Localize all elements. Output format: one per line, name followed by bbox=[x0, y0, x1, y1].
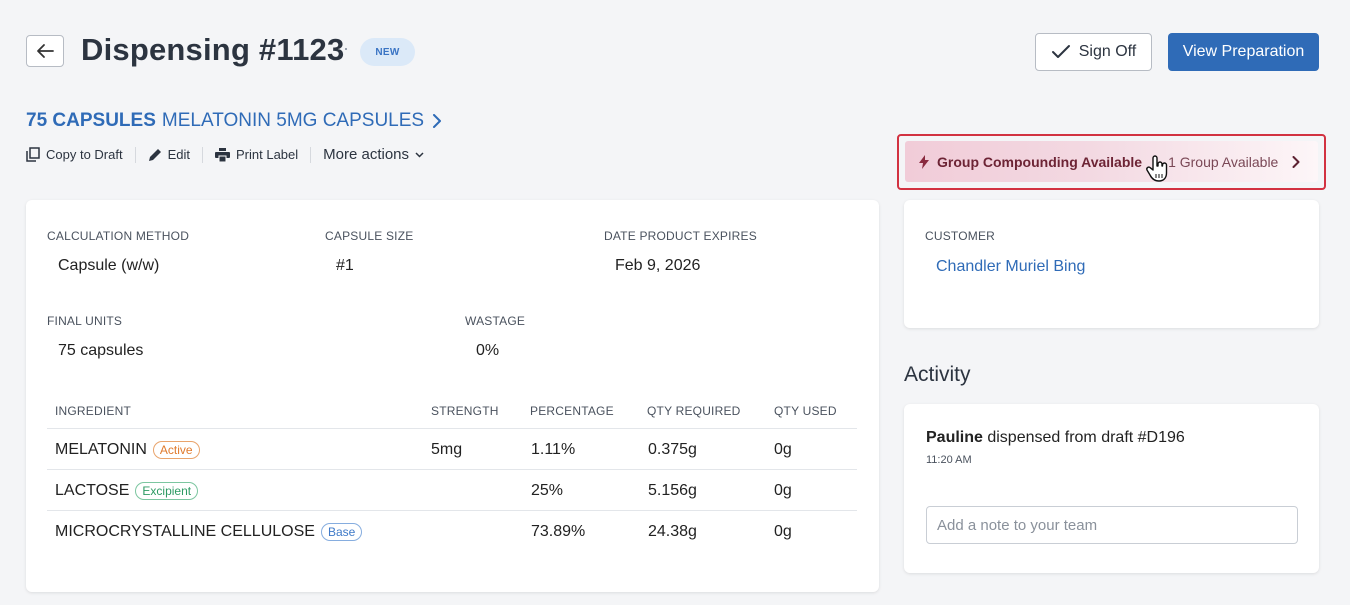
status-badge: NEW bbox=[360, 38, 415, 66]
column-header-qty-used: QTY USED bbox=[774, 404, 837, 418]
calculation-method-label: CALCULATION METHOD bbox=[47, 229, 190, 243]
chevron-down-icon bbox=[415, 151, 424, 158]
activity-card: Pauline dispensed from draft #D196 11:20… bbox=[904, 404, 1319, 573]
ingredient-percentage: 1.11% bbox=[531, 441, 576, 458]
page-title: Dispensing #1123 bbox=[81, 32, 345, 67]
more-actions-dropdown[interactable]: More actions bbox=[311, 146, 436, 163]
chevron-right-icon bbox=[1292, 155, 1300, 168]
activity-entry: Pauline dispensed from draft #D196 bbox=[926, 429, 1185, 447]
divider bbox=[47, 510, 857, 511]
back-button[interactable] bbox=[26, 35, 64, 67]
column-header-strength: STRENGTH bbox=[431, 404, 499, 418]
ingredient-qty-required: 24.38g bbox=[648, 523, 697, 540]
copy-icon bbox=[26, 147, 40, 162]
divider bbox=[134, 146, 136, 163]
hand-pointer-icon bbox=[1146, 155, 1168, 182]
ingredient-qty-used: 0g bbox=[774, 441, 792, 458]
ingredient-percentage: 25% bbox=[531, 482, 564, 499]
edit-label: Edit bbox=[167, 147, 190, 162]
highlight-outline bbox=[897, 134, 1326, 190]
more-actions-label: More actions bbox=[323, 146, 410, 163]
sign-off-label: Sign Off bbox=[1078, 43, 1137, 60]
ingredient-percentage: 73.89% bbox=[531, 523, 586, 540]
wastage-label: WASTAGE bbox=[465, 314, 526, 328]
print-label-button[interactable]: Print Label bbox=[203, 147, 310, 162]
chevron-right-icon bbox=[433, 114, 442, 128]
date-expires-label: DATE PRODUCT EXPIRES bbox=[604, 229, 757, 243]
customer-name-link[interactable]: Chandler Muriel Bing bbox=[936, 258, 1086, 275]
table-row: MICROCRYSTALLINE CELLULOSE Base bbox=[55, 523, 363, 541]
group-compounding-title: Group Compounding Available bbox=[937, 153, 1143, 170]
column-header-percentage: PERCENTAGE bbox=[530, 404, 614, 418]
customer-card: CUSTOMER Chandler Muriel Bing bbox=[904, 200, 1319, 328]
ingredient-strength: 5mg bbox=[431, 441, 463, 458]
copy-to-draft-button[interactable]: Copy to Draft bbox=[26, 147, 135, 162]
calculation-method-value: Capsule (w/w) bbox=[58, 257, 160, 274]
product-quantity: 75 CAPSULES bbox=[26, 110, 156, 131]
arrow-left-icon bbox=[37, 44, 54, 58]
final-units-label: FINAL UNITS bbox=[47, 314, 123, 328]
ingredient-tag-excipient: Excipient bbox=[135, 482, 199, 500]
print-label-label: Print Label bbox=[236, 147, 299, 162]
capsule-size-value: #1 bbox=[336, 257, 354, 274]
group-compounding-banner[interactable]: Group Compounding Available 1 Group Avai… bbox=[905, 141, 1318, 182]
divider bbox=[47, 428, 857, 429]
ingredient-tag-base: Base bbox=[320, 523, 363, 541]
sign-off-button[interactable]: Sign Off bbox=[1035, 33, 1152, 71]
activity-description: dispensed from draft #D196 bbox=[982, 429, 1185, 446]
wastage-value: 0% bbox=[476, 342, 500, 359]
group-count: 1 Group Available bbox=[1168, 153, 1279, 170]
ingredient-name: MELATONIN bbox=[55, 441, 147, 459]
capsule-size-label: CAPSULE SIZE bbox=[325, 229, 414, 243]
divider bbox=[202, 146, 203, 163]
activity-heading: Activity bbox=[904, 363, 971, 386]
ingredient-name: MICROCRYSTALLINE CELLULOSE bbox=[55, 523, 315, 541]
product-name: MELATONIN 5MG CAPSULES bbox=[161, 110, 425, 131]
ingredient-qty-required: 0.375g bbox=[648, 441, 697, 458]
view-preparation-button[interactable]: View Preparation bbox=[1168, 33, 1319, 71]
lightning-icon bbox=[919, 154, 929, 169]
activity-timestamp: 11:20 AM bbox=[926, 454, 972, 466]
divider bbox=[310, 146, 312, 163]
title-separator: · bbox=[343, 38, 349, 58]
ingredient-qty-used: 0g bbox=[774, 523, 792, 540]
dispensing-details-card: CALCULATION METHOD Capsule (w/w) CAPSULE… bbox=[26, 200, 879, 592]
ingredient-qty-used: 0g bbox=[774, 482, 792, 499]
ingredient-tag-active: Active bbox=[152, 441, 200, 459]
checkmark-icon bbox=[1051, 45, 1070, 58]
table-row: MELATONIN Active bbox=[55, 441, 200, 459]
edit-button[interactable]: Edit bbox=[136, 147, 202, 162]
divider bbox=[47, 469, 857, 470]
copy-to-draft-label: Copy to Draft bbox=[46, 147, 123, 162]
activity-user: Pauline bbox=[926, 429, 983, 446]
customer-label: CUSTOMER bbox=[925, 229, 996, 243]
printer-icon bbox=[215, 147, 230, 162]
table-row: LACTOSE Excipient bbox=[55, 482, 199, 500]
ingredient-name: LACTOSE bbox=[55, 482, 130, 500]
column-header-qty-required: QTY REQUIRED bbox=[647, 404, 741, 418]
pencil-icon bbox=[148, 148, 161, 161]
final-units-value: 75 capsules bbox=[58, 342, 144, 359]
column-header-ingredient: INGREDIENT bbox=[55, 404, 132, 418]
action-bar: Copy to Draft Edit Print Label More acti… bbox=[26, 146, 436, 163]
product-link[interactable]: 75 CAPSULES MELATONIN 5MG CAPSULES bbox=[26, 110, 442, 132]
team-note-input[interactable] bbox=[926, 506, 1298, 544]
ingredient-qty-required: 5.156g bbox=[648, 482, 697, 499]
date-expires-value: Feb 9, 2026 bbox=[615, 257, 701, 274]
